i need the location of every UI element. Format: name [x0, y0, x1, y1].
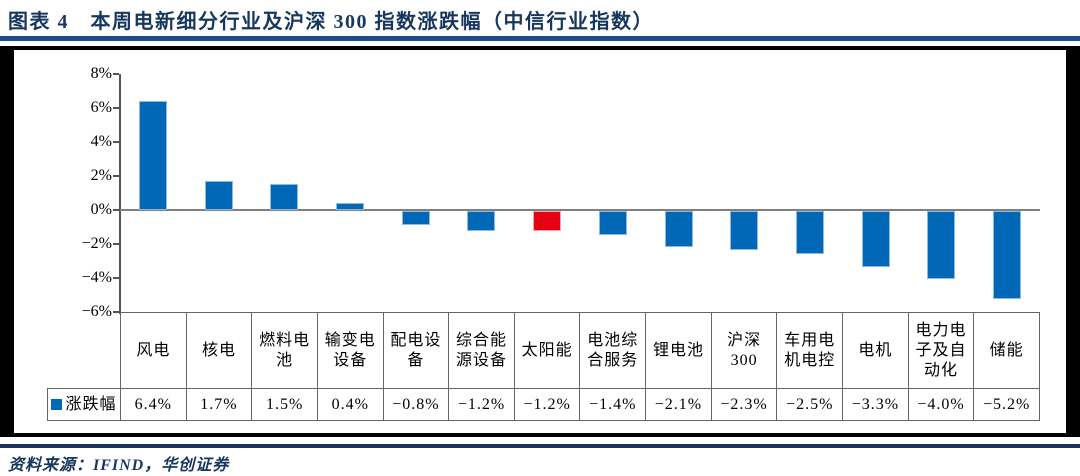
bar-3 [336, 203, 364, 210]
value-cell: −3.3% [842, 388, 909, 421]
value-cell: 1.5% [251, 388, 318, 421]
figure-title: 图表 4 本周电新细分行业及沪深 300 指数涨跌幅（中信行业指数） [8, 11, 654, 33]
bar-10 [796, 211, 824, 254]
bar-7 [599, 211, 627, 235]
legend-cell: 涨跌幅 [47, 388, 121, 421]
value-cell: −2.1% [645, 388, 712, 421]
category-cell: 输变电设备 [316, 312, 384, 389]
value-cell: 0.4% [316, 388, 384, 421]
category-cell: 储能 [973, 312, 1040, 389]
y-axis-line [119, 74, 121, 314]
value-cell: −2.3% [710, 388, 778, 421]
value-cell: −1.4% [579, 388, 647, 421]
bar-6 [533, 211, 561, 231]
value-cell: −0.8% [382, 388, 450, 421]
bar-9 [730, 211, 758, 250]
value-cell: −2.5% [776, 388, 844, 421]
y-tick-mark [113, 277, 119, 279]
y-tick-mark [113, 141, 119, 143]
category-row: 风电 核电 燃料电池 输变电设备 配电设备 综合能源设备 太阳能 电池综合服务 锂电池 沪深300… [48, 312, 1040, 389]
bar-chart: 8% 6% 4% 2% 0% −2% −4% −6% 风电 核电 燃料电池 输变电设备 配电设备 综合能… [14, 50, 1066, 433]
legend-label: 涨跌幅 [65, 395, 117, 413]
category-cell: 电力电子及自动化 [907, 312, 975, 389]
y-tick-mark [113, 107, 119, 109]
y-tick-label: 2% [90, 167, 112, 184]
y-tick-label: 0% [90, 201, 112, 218]
y-tick-mark [113, 243, 119, 245]
chart-frame: 8% 6% 4% 2% 0% −2% −4% −6% 风电 核电 燃料电池 输变电设备 配电设备 综合能… [0, 46, 1080, 437]
y-tick-mark [113, 311, 119, 313]
y-tick-mark [113, 209, 119, 211]
category-cell: 车用电机电控 [776, 312, 844, 389]
value-cell: −1.2% [448, 388, 515, 421]
title-rule [0, 36, 1080, 41]
value-cell: −1.2% [513, 388, 581, 421]
source-rule [0, 444, 1080, 448]
y-tick-label: −2% [81, 235, 112, 252]
bar-4 [402, 211, 430, 225]
category-cell: 电机 [842, 312, 909, 389]
category-cell: 配电设备 [382, 312, 450, 389]
bar-1 [205, 181, 233, 210]
data-table: 风电 核电 燃料电池 输变电设备 配电设备 综合能源设备 太阳能 电池综合服务 锂电池 沪深300… [47, 312, 1040, 421]
y-tick-mark [113, 175, 119, 177]
category-cell: 燃料电池 [251, 312, 318, 389]
value-cell: −4.0% [907, 388, 975, 421]
category-cell: 核电 [185, 312, 253, 389]
y-tick-label: 8% [90, 65, 112, 82]
bar-0 [139, 101, 167, 210]
value-row: 涨跌幅 6.4% 1.7% 1.5% 0.4% −0.8% −1.2% −1.2% −1.4%… [47, 388, 1040, 421]
bar-8 [665, 211, 693, 247]
category-cell: 沪深300 [710, 312, 778, 389]
value-cell: −5.2% [973, 388, 1040, 421]
category-cell: 综合能源设备 [448, 312, 515, 389]
category-cell: 太阳能 [513, 312, 581, 389]
value-cell: 6.4% [120, 388, 187, 421]
legend-square-icon [51, 398, 63, 410]
y-tick-label: −4% [81, 269, 112, 286]
y-tick-mark [113, 73, 119, 75]
bar-12 [927, 211, 955, 279]
y-tick-label: 4% [90, 133, 112, 150]
bar-2 [270, 184, 298, 210]
source-note: 资料来源：IFIND，华创证券 [8, 457, 230, 474]
category-cell: 电池综合服务 [579, 312, 647, 389]
table-spacer-cell [48, 313, 121, 389]
bar-11 [862, 211, 890, 267]
value-cell: 1.7% [185, 388, 253, 421]
y-tick-label: 6% [90, 99, 112, 116]
bar-13 [993, 211, 1021, 299]
category-cell: 锂电池 [645, 312, 712, 389]
y-tick-label: −6% [81, 303, 112, 320]
bar-5 [467, 211, 495, 231]
category-cell: 风电 [120, 312, 187, 389]
zero-baseline [120, 209, 1040, 211]
